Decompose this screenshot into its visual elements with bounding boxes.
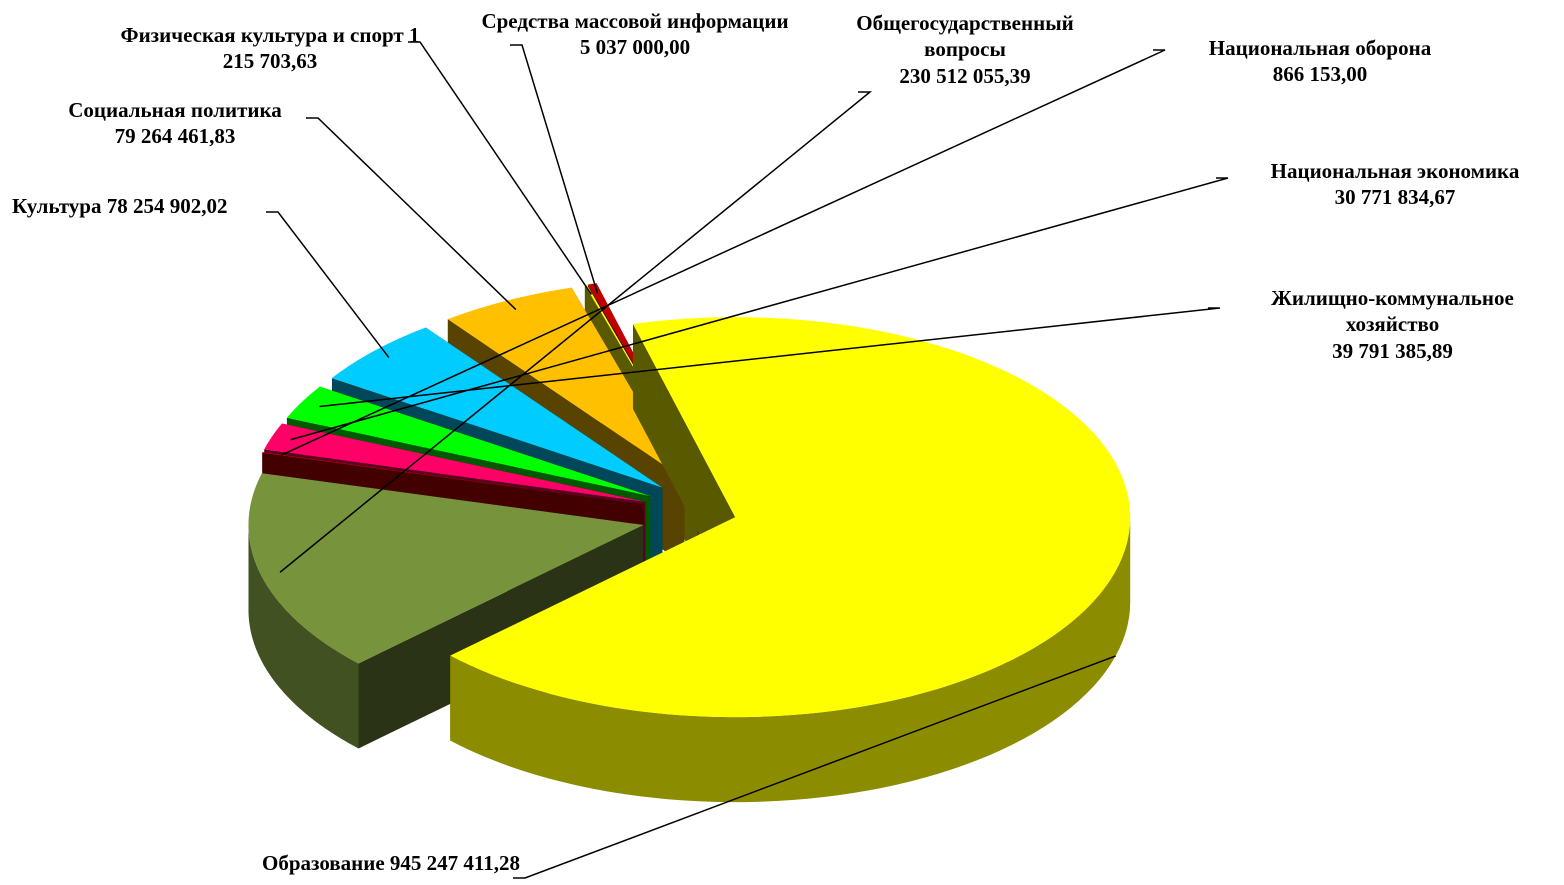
data-label: Общегосударственный вопросы 230 512 055,… <box>815 10 1115 89</box>
value-label: 945 247 411,28 <box>389 851 520 875</box>
slice-top <box>447 287 685 480</box>
slice-top <box>450 317 1131 718</box>
data-label: Физическая культура и спорт 1 215 703,63 <box>120 22 420 75</box>
leader-line <box>266 211 390 359</box>
value-label: 78 254 902,02 <box>106 194 228 218</box>
category-name: Национальная оборона <box>1208 36 1432 60</box>
value-label: 79 264 461,83 <box>114 124 236 149</box>
value-label: 230 512 055,39 <box>899 63 1031 88</box>
pie-slice <box>450 317 1131 803</box>
leader-line <box>513 655 1116 879</box>
data-label: Национальная оборона 866 153,00 <box>1170 35 1470 88</box>
leader-line <box>279 91 873 573</box>
slice-top <box>264 423 646 502</box>
data-label: Национальная экономика 30 771 834,67 <box>1230 158 1560 211</box>
leader-line <box>306 117 517 311</box>
data-label: Культура 78 254 902,02 <box>12 193 332 219</box>
leader-line <box>281 49 1166 456</box>
slice-side <box>248 524 359 749</box>
slice-top <box>286 386 651 497</box>
category-name: Средства массовой информации <box>481 9 789 33</box>
leader-line <box>408 41 593 295</box>
data-label: Жилищно-коммунальное хозяйство 39 791 38… <box>1225 285 1560 364</box>
leader-line <box>290 177 1229 441</box>
leader-line <box>319 307 1221 408</box>
data-label: Средства массовой информации 5 037 000,0… <box>475 8 795 61</box>
slice-top <box>331 327 663 488</box>
category-name: Образование <box>261 851 385 875</box>
data-label: Образование 945 247 411,28 <box>150 850 520 876</box>
category-name: Общегосударственный вопросы <box>856 11 1074 62</box>
value-label: 1 215 703,63 <box>222 23 420 74</box>
value-label: 39 791 385,89 <box>1332 338 1453 363</box>
slice-top <box>262 452 644 505</box>
value-label: 5 037 000,00 <box>579 35 691 60</box>
category-name: Физическая культура и спорт <box>120 23 404 47</box>
category-name: Культура <box>12 194 102 218</box>
value-label: 866 153,00 <box>1272 62 1368 87</box>
data-label: Социальная политика 79 264 461,83 <box>25 97 325 150</box>
category-name: Национальная экономика <box>1270 159 1520 183</box>
leader-line <box>510 44 599 294</box>
slice-side <box>450 517 1131 803</box>
category-name: Социальная политика <box>68 98 282 122</box>
slice-top <box>248 473 644 664</box>
value-label: 30 771 834,67 <box>1334 185 1456 210</box>
category-name: Жилищно-коммунальное хозяйство <box>1271 286 1514 337</box>
